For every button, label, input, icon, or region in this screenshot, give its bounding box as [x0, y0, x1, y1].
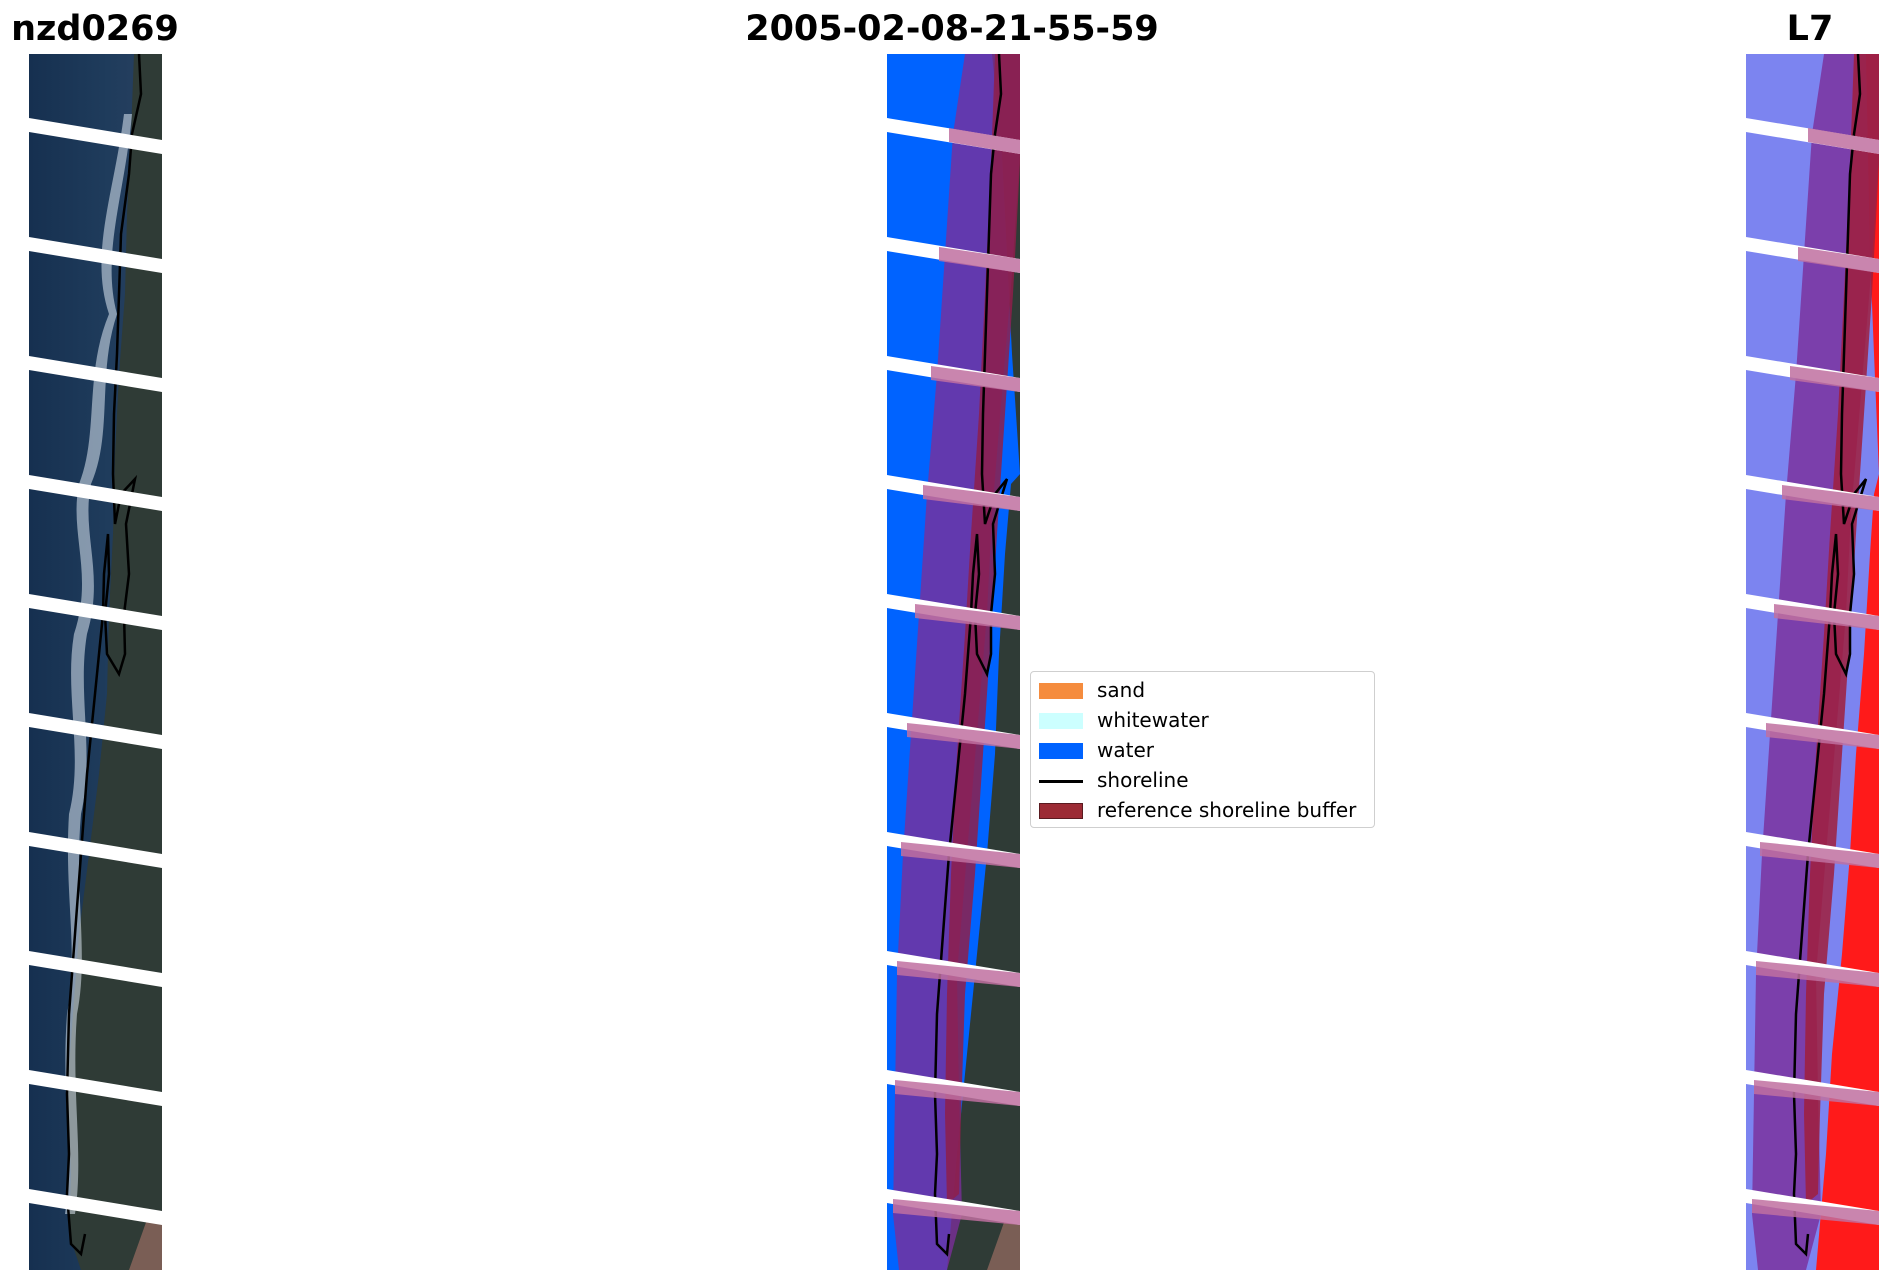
shoreline-trace [65, 54, 143, 1257]
legend-label-sand: sand [1097, 678, 1146, 702]
title-satellite: L7 [1786, 9, 1834, 49]
legend-label-water: water [1097, 738, 1154, 762]
rgb-image-panel [29, 54, 162, 1270]
legend-item-sand: sand [1031, 674, 1374, 704]
land-index-area [1816, 54, 1879, 1270]
legend-swatch-sand [1039, 683, 1083, 699]
classification-panel [887, 54, 1020, 1270]
legend-label-shoreline: shoreline [1097, 768, 1189, 792]
legend-swatch-whitewater [1039, 713, 1083, 729]
land-patch [987, 1214, 1020, 1270]
legend-item-water: water [1031, 734, 1374, 764]
buffer-gap-bands [893, 128, 1020, 1225]
legend-item-whitewater: whitewater [1031, 704, 1374, 734]
legend-label-whitewater: whitewater [1097, 708, 1209, 732]
land-patch [129, 1214, 162, 1270]
buffer-core [1804, 54, 1879, 1204]
title-site: nzd0269 [11, 9, 179, 49]
scan-gaps [29, 118, 162, 1225]
buffer-gap-bands [1752, 128, 1879, 1225]
surf-zone [65, 114, 132, 1214]
shoreline-trace [1792, 54, 1868, 1257]
shoreline-trace [933, 54, 1009, 1257]
title-date: 2005-02-08-21-55-59 [745, 9, 1159, 49]
legend-item-shoreline: shoreline [1031, 764, 1374, 794]
legend: sand whitewater water shoreline referenc… [1030, 671, 1375, 828]
land-area [947, 54, 1020, 1270]
legend-item-reference-buffer: reference shoreline buffer [1031, 794, 1374, 824]
buffer-core [945, 54, 1020, 1204]
legend-line-shoreline [1039, 780, 1083, 783]
legend-swatch-water [1039, 743, 1083, 759]
legend-label-reference-buffer: reference shoreline buffer [1097, 798, 1357, 822]
index-panel [1746, 54, 1879, 1270]
legend-swatch-reference-buffer [1039, 803, 1083, 819]
